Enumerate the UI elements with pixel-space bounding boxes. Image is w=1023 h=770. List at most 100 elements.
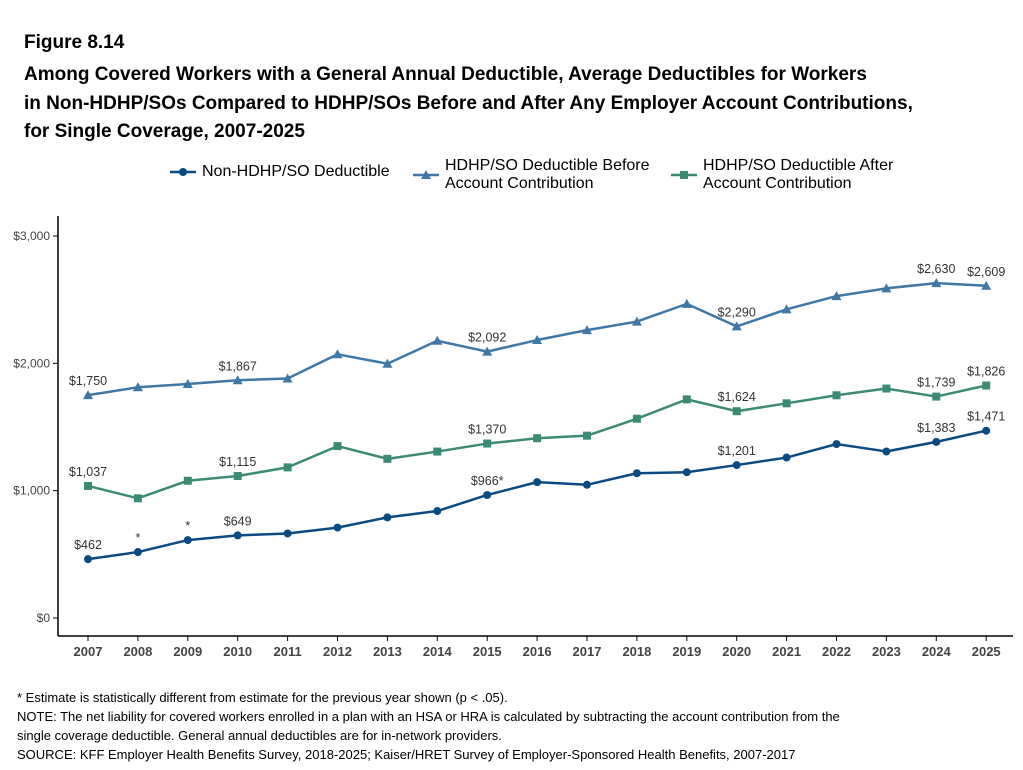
data-point [732, 461, 741, 470]
x-tick-label: 2009 [173, 644, 202, 659]
data-point [732, 407, 741, 416]
data-point [133, 548, 142, 557]
chart-legend: Non-HDHP/SO Deductible HDHP/SO Deductibl… [0, 157, 1023, 197]
line-chart: $0 $1,000 $2,000 $3,000 2007 2008 2009 2010 2011… [13, 216, 1013, 659]
data-point [583, 431, 591, 440]
data-label: $1,750 [69, 374, 107, 388]
y-tick-label: $0 [37, 611, 51, 625]
chart-title-line-3: for Single Coverage, 2007-2025 [24, 121, 305, 142]
data-label: $1,739 [917, 376, 955, 390]
data-point [981, 280, 992, 290]
data-point [583, 480, 591, 489]
data-point [333, 523, 342, 532]
x-tick-label: 2019 [672, 644, 701, 659]
data-point [282, 373, 293, 383]
x-tick-label: 2022 [822, 644, 851, 659]
data-point [982, 381, 991, 390]
data-point [84, 481, 92, 490]
legend-item-non-hdhp: Non-HDHP/SO Deductible [170, 163, 390, 181]
chart-title: Among Covered Workers with a General Ann… [24, 61, 1019, 147]
x-tick-label: 2010 [223, 644, 252, 659]
data-point [533, 478, 542, 487]
data-point [333, 442, 342, 451]
y-tick-label: $3,000 [13, 229, 50, 243]
data-point [982, 426, 991, 435]
chart-notes: * Estimate is statistically different fr… [17, 688, 840, 764]
legend-triangle-icon [413, 170, 439, 179]
x-tick-label: 2023 [872, 644, 901, 659]
data-label: $462 [74, 538, 102, 552]
note-line-1: NOTE: The net liability for covered work… [17, 709, 840, 724]
data-point [233, 472, 242, 481]
x-tick-label: 2025 [972, 644, 1001, 659]
data-point [882, 447, 891, 456]
data-label: $2,290 [718, 305, 756, 319]
data-point [682, 395, 691, 404]
data-label: $649 [224, 514, 252, 528]
legend-square-icon [671, 171, 697, 179]
x-tick-label: 2016 [523, 644, 552, 659]
data-label: * [185, 519, 190, 533]
data-point [84, 555, 92, 564]
series-line-1 [87, 429, 987, 561]
data-label: $2,630 [917, 262, 955, 276]
data-point [233, 531, 242, 540]
figure-label: Figure 8.14 [24, 32, 125, 53]
data-label: $966* [471, 474, 504, 488]
x-tick-label: 2011 [273, 644, 301, 659]
data-point [632, 414, 641, 423]
legend-label-hdhp-after: HDHP/SO Deductible After Account Contrib… [703, 157, 894, 192]
x-tick-label: 2013 [373, 644, 402, 659]
data-point [433, 447, 442, 456]
data-point [383, 513, 392, 522]
x-tick-label: 2012 [323, 644, 352, 659]
data-point [782, 399, 791, 408]
data-point [533, 434, 542, 443]
x-tick-label: 2024 [922, 644, 952, 659]
data-point [832, 391, 841, 400]
chart-title-line-1: Among Covered Workers with a General Ann… [24, 64, 867, 85]
data-point [283, 463, 292, 472]
data-point [632, 469, 641, 478]
x-tick-label: 2007 [74, 644, 103, 659]
data-point [183, 476, 192, 485]
note-line-2: single coverage deductible. General annu… [17, 728, 502, 743]
data-point [182, 378, 193, 388]
data-point [183, 536, 192, 545]
data-point [782, 453, 791, 462]
data-label: $1,624 [718, 390, 756, 404]
data-point [931, 278, 942, 288]
data-point [532, 335, 543, 345]
data-point [781, 304, 792, 314]
data-point [631, 316, 642, 326]
x-tick-label: 2014 [423, 644, 453, 659]
data-point [483, 490, 492, 499]
data-point [132, 382, 143, 392]
x-tick-label: 2008 [123, 644, 152, 659]
data-point [133, 494, 142, 503]
legend-label-non-hdhp: Non-HDHP/SO Deductible [202, 163, 390, 180]
x-tick-label: 2017 [573, 644, 602, 659]
y-tick-label: $1,000 [13, 484, 50, 498]
legend-circle-icon [170, 168, 196, 176]
data-point [882, 384, 891, 393]
data-label: * [135, 531, 140, 545]
data-point [582, 325, 592, 335]
legend-item-hdhp-before: HDHP/SO Deductible Before Account Contri… [413, 157, 650, 193]
data-point [383, 454, 392, 463]
data-point [232, 375, 243, 385]
data-point [332, 349, 343, 359]
data-point [681, 298, 692, 308]
data-point [932, 437, 941, 446]
data-label: $1,383 [917, 421, 955, 435]
data-point [483, 439, 492, 448]
data-point [482, 346, 493, 356]
data-point [382, 358, 393, 368]
data-point [432, 335, 443, 345]
data-label: $2,092 [468, 331, 506, 345]
x-tick-label: 2018 [622, 644, 651, 659]
x-tick-label: 2015 [473, 644, 502, 659]
data-point [731, 321, 742, 331]
data-point [832, 440, 841, 449]
data-point [682, 468, 691, 477]
